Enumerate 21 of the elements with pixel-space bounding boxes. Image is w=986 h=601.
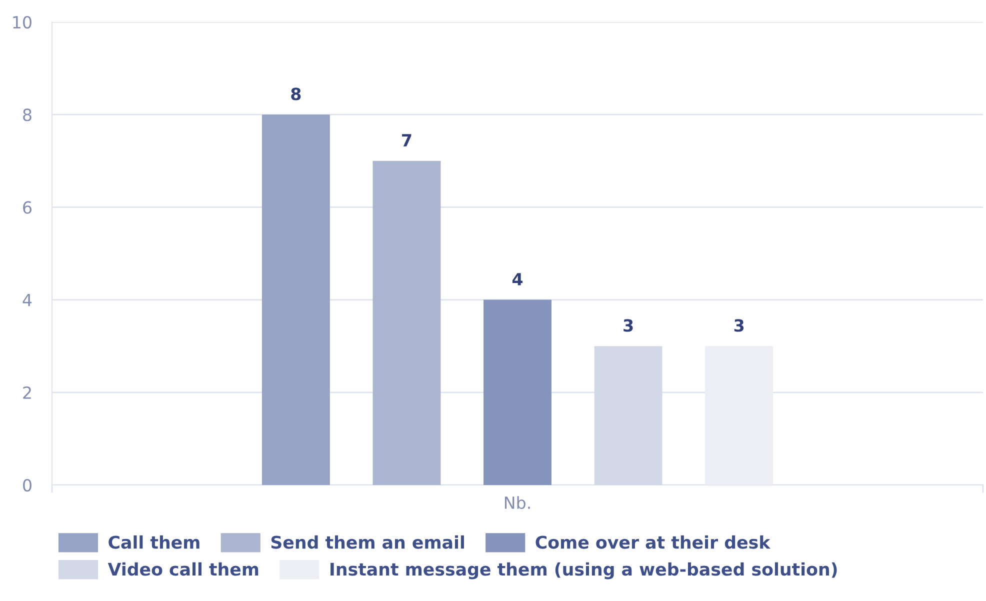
y-tick-label: 0 <box>23 478 32 492</box>
bar <box>484 300 552 485</box>
y-tick-label: 2 <box>23 386 31 399</box>
legend-label: Come over at their desk <box>536 535 771 549</box>
y-tick-label: 6 <box>23 201 32 214</box>
bar <box>262 114 330 485</box>
data-label: 4 <box>512 273 523 286</box>
legend-label: Instant message them (using a web-based solution) <box>330 562 837 580</box>
legend-label: Video call them <box>108 562 258 576</box>
bar <box>372 160 441 485</box>
data-label: 3 <box>624 319 633 332</box>
y-tick-label: 10 <box>13 16 32 29</box>
y-tick-label: 8 <box>23 108 32 122</box>
x-tick-label: Nb. <box>504 496 530 510</box>
legend-label: Call them <box>108 535 200 549</box>
data-label: 3 <box>734 319 744 332</box>
y-tick-label: 4 <box>22 294 32 306</box>
data-label: 8 <box>291 88 301 100</box>
legend-label: Send them an email <box>271 535 464 549</box>
bar <box>705 346 774 485</box>
data-label: 7 <box>402 134 412 146</box>
